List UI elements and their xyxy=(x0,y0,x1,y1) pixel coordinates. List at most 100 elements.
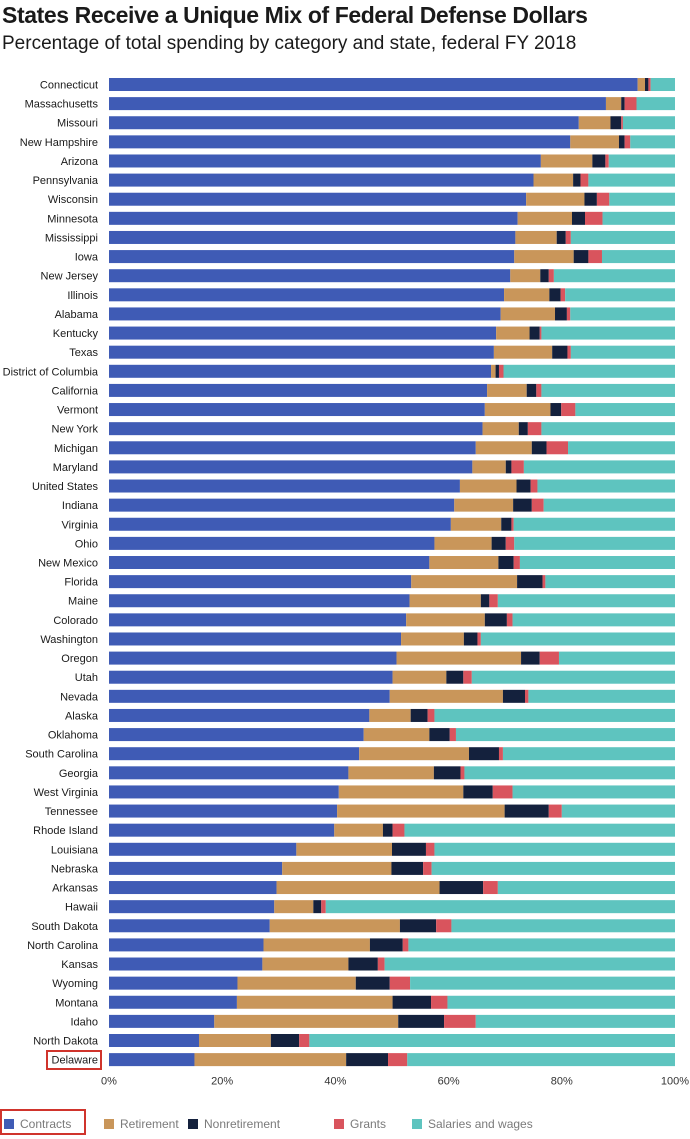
bar-north-carolina-contracts xyxy=(109,938,264,952)
bar-wisconsin-grants xyxy=(596,192,610,206)
bar-montana-grants xyxy=(431,995,448,1009)
category-label-oregon: Oregon xyxy=(61,653,98,665)
bar-new-york-contracts xyxy=(109,422,483,436)
bar-oregon-contracts xyxy=(109,651,397,665)
delaware-highlight-box xyxy=(45,1049,102,1070)
legend-swatch-retirement xyxy=(104,1119,114,1129)
bar-nebraska-salaries-and-wages xyxy=(431,861,675,875)
bar-oregon-salaries-and-wages xyxy=(558,651,675,665)
bar-alaska-retirement xyxy=(369,708,411,722)
bar-new-hampshire-contracts xyxy=(109,135,571,149)
category-label-nevada: Nevada xyxy=(60,691,99,703)
bar-alaska-salaries-and-wages xyxy=(434,708,675,722)
bar-idaho-retirement xyxy=(214,1014,399,1028)
bar-vermont-nonretirement xyxy=(550,403,562,417)
bar-south-dakota-nonretirement xyxy=(399,919,437,933)
category-label-vermont: Vermont xyxy=(57,405,98,417)
bar-arizona-contracts xyxy=(109,154,541,168)
bar-montana-contracts xyxy=(109,995,237,1009)
bar-connecticut-retirement xyxy=(637,78,645,91)
legend-label-retirement: Retirement xyxy=(120,1117,179,1131)
bar-virginia-retirement xyxy=(450,517,502,531)
category-label-pennsylvania: Pennsylvania xyxy=(33,175,99,187)
category-label-iowa: Iowa xyxy=(75,252,99,264)
bar-alabama-salaries-and-wages xyxy=(570,307,675,321)
bar-idaho-grants xyxy=(444,1014,476,1028)
bar-nevada-retirement xyxy=(389,689,503,703)
bar-north-dakota-salaries-and-wages xyxy=(309,1034,675,1047)
bar-mississippi-grants xyxy=(565,230,571,244)
x-axis-ticks: 0% 20% 40% 60% 80% 100% xyxy=(101,1076,689,1088)
bar-georgia-retirement xyxy=(348,766,434,780)
bar-nebraska-nonretirement xyxy=(391,861,424,875)
bars-layer xyxy=(109,78,675,1067)
bar-maine-retirement xyxy=(409,594,481,608)
category-label-alaska: Alaska xyxy=(65,710,99,722)
bar-ohio-grants xyxy=(505,536,515,550)
bar-minnesota-salaries-and-wages xyxy=(602,211,675,225)
legend-label-contracts: Contracts xyxy=(20,1117,72,1131)
bar-oregon-nonretirement xyxy=(521,651,540,665)
bar-rhode-island-retirement xyxy=(334,823,383,837)
bar-illinois-nonretirement xyxy=(549,288,561,302)
bar-hawaii-nonretirement xyxy=(313,900,322,914)
bar-michigan-nonretirement xyxy=(531,441,547,455)
bar-maryland-nonretirement xyxy=(505,460,512,474)
stacked-bar-chart: Connecticut Massachusetts Missouri New Hamp… xyxy=(3,78,689,1088)
category-label-new-york: New York xyxy=(52,424,99,436)
category-labels: Connecticut Massachusetts Missouri New Hamp… xyxy=(3,80,99,1067)
bar-new-hampshire-nonretirement xyxy=(618,135,625,149)
bar-vermont-contracts xyxy=(109,403,485,417)
bar-arizona-grants xyxy=(605,154,609,168)
bar-south-dakota-grants xyxy=(436,919,452,933)
category-label-kentucky: Kentucky xyxy=(53,328,99,340)
bar-louisiana-grants xyxy=(425,842,435,856)
bar-minnesota-nonretirement xyxy=(571,211,586,225)
bar-alabama-nonretirement xyxy=(555,307,567,321)
bar-oregon-grants xyxy=(539,651,559,665)
bar-delaware-grants xyxy=(388,1053,408,1067)
bar-united-states-contracts xyxy=(109,479,460,493)
bar-nevada-grants xyxy=(525,689,529,703)
bar-utah-grants xyxy=(463,670,472,684)
bar-idaho-salaries-and-wages xyxy=(475,1014,675,1028)
bar-ohio-contracts xyxy=(109,536,435,550)
bar-mississippi-salaries-and-wages xyxy=(570,230,675,244)
bar-tennessee-grants xyxy=(548,804,562,818)
bar-alabama-contracts xyxy=(109,307,501,321)
bar-iowa-retirement xyxy=(514,250,574,264)
category-label-oklahoma: Oklahoma xyxy=(48,730,99,742)
bar-arizona-retirement xyxy=(540,154,593,168)
bar-wisconsin-retirement xyxy=(526,192,585,206)
bar-massachusetts-nonretirement xyxy=(621,97,625,111)
bar-iowa-nonretirement xyxy=(573,250,589,264)
bar-louisiana-contracts xyxy=(109,842,297,856)
bar-california-nonretirement xyxy=(526,383,537,397)
bar-north-carolina-grants xyxy=(402,938,409,952)
bar-south-carolina-contracts xyxy=(109,747,360,761)
bar-vermont-retirement xyxy=(484,403,551,417)
bar-virginia-salaries-and-wages xyxy=(513,517,675,531)
bar-texas-grants xyxy=(567,345,571,359)
legend-label-salaries-and-wages: Salaries and wages xyxy=(428,1117,533,1131)
bar-virginia-grants xyxy=(511,517,514,531)
bar-washington-nonretirement xyxy=(463,632,478,646)
bar-california-contracts xyxy=(109,383,488,397)
category-label-wyoming: Wyoming xyxy=(52,978,98,990)
category-label-colorado: Colorado xyxy=(53,615,98,627)
bar-colorado-retirement xyxy=(406,613,485,627)
bar-hawaii-grants xyxy=(321,900,326,914)
bar-illinois-grants xyxy=(560,288,566,302)
category-label-wisconsin: Wisconsin xyxy=(48,194,98,206)
bar-kansas-nonretirement xyxy=(348,957,378,971)
bar-indiana-contracts xyxy=(109,498,455,512)
bar-united-states-salaries-and-wages xyxy=(537,479,675,493)
bar-louisiana-nonretirement xyxy=(392,842,426,856)
bar-maine-contracts xyxy=(109,594,410,608)
category-label-louisiana: Louisiana xyxy=(51,844,99,856)
category-label-new-hampshire: New Hampshire xyxy=(20,137,98,149)
bar-kansas-retirement xyxy=(262,957,349,971)
bar-minnesota-grants xyxy=(585,211,603,225)
bar-south-dakota-salaries-and-wages xyxy=(451,919,675,933)
bar-kansas-grants xyxy=(377,957,385,971)
